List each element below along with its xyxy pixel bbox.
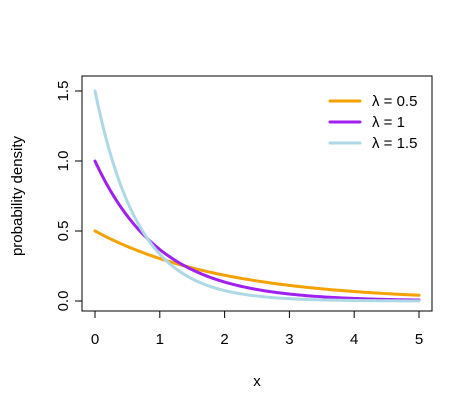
legend-label-1: λ = 0.5 [372,93,417,110]
series-lines [93,89,421,303]
y-tick-label: 1.0 [55,151,72,172]
x-tick-label: 2 [220,331,228,348]
y-axis-label: probability density [9,135,26,256]
y-tick-label: 1.5 [55,81,72,102]
legend-label-2: λ = 1 [372,114,405,131]
x-tick-label: 0 [91,331,99,348]
legend: λ = 0.5 λ = 1 λ = 1.5 [328,93,417,152]
y-axis: 0.0 0.5 1.0 1.5 [55,81,83,312]
series-line-1 [93,229,421,297]
y-tick-label: 0.5 [55,221,72,242]
legend-label-3: λ = 1.5 [372,135,417,152]
series-line-3 [93,89,421,303]
x-tick-label: 4 [350,331,358,348]
x-tick-label: 3 [285,331,293,348]
x-axis: 0 1 2 3 4 5 [91,310,423,348]
x-axis-label: x [253,373,261,390]
x-tick-label: 1 [156,331,164,348]
y-tick-label: 0.0 [55,291,72,312]
x-tick-label: 5 [415,331,423,348]
plot-frame [81,75,433,312]
